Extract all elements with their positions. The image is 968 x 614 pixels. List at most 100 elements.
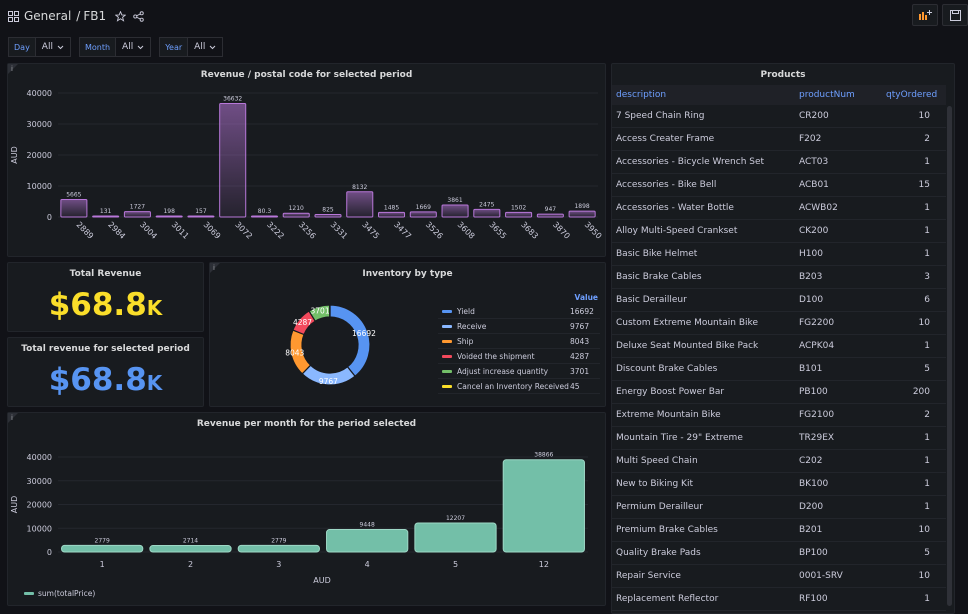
table-row[interactable]: Custom Extreme Mountain Bike FG2200 10 — [612, 312, 946, 335]
table-row[interactable]: Replacement Reflector RF100 1 — [612, 588, 946, 611]
revenue-month-panel[interactable]: i Revenue per month for the period selec… — [7, 412, 606, 606]
legend-item[interactable]: Yield 16692 — [438, 304, 600, 319]
revenue-postal-chart: AUD 0 10000 20000 30000 40000 5665 2889 131 2984 1… — [10, 89, 603, 241]
bar[interactable] — [505, 211, 533, 218]
bar-value-label: 2475 — [479, 201, 494, 208]
legend-item[interactable]: Ship 8043 — [438, 334, 600, 349]
panel-title[interactable]: Inventory by type — [362, 269, 453, 279]
share-icon[interactable] — [133, 10, 144, 22]
table-cell: 15 — [918, 180, 930, 190]
column-header-productnum[interactable]: productNum — [799, 90, 855, 100]
info-icon[interactable]: i — [11, 414, 13, 422]
save-icon[interactable] — [942, 4, 968, 26]
dashboards-grid-icon[interactable] — [8, 10, 19, 22]
bar[interactable] — [326, 529, 409, 553]
panel-title[interactable]: Revenue per month for the period selecte… — [196, 419, 417, 429]
legend-label: Voided the shipment — [457, 351, 535, 361]
table-row[interactable]: Deluxe Seat Mounted Bike Pack ACPK04 1 — [612, 335, 946, 358]
table-row[interactable]: Energy Boost Power Bar PB100 200 — [612, 381, 946, 404]
x-tick-label: 3870 — [551, 220, 572, 241]
y-tick-label: 30000 — [27, 477, 52, 486]
table-row[interactable]: Alloy Multi-Speed Crankset CK200 1 — [612, 220, 946, 243]
bar[interactable] — [378, 211, 406, 218]
table-row[interactable]: Access Creater Frame F202 2 — [612, 128, 946, 151]
revenue-month-chart: AUD 0 10000 20000 30000 40000 2779 1 2714 2 2779 3 9… — [10, 452, 588, 598]
total-revenue-panel[interactable]: Total Revenue $68.8K — [7, 262, 204, 332]
table-cell: F202 — [799, 134, 822, 144]
table-scrollbar[interactable] — [947, 106, 952, 606]
table-row[interactable]: Repair Service 0001-SRV 10 — [612, 565, 946, 588]
table-row[interactable]: 7 Speed Chain Ring CR200 10 — [612, 105, 946, 128]
inventory-panel[interactable]: i Inventory by type 16692 9767 8043 4287 370… — [209, 262, 606, 407]
table-row[interactable]: Accessories - Bicycle Wrench Set ACT03 1 — [612, 151, 946, 174]
variable-select-year[interactable]: All — [188, 37, 224, 57]
bar[interactable] — [92, 215, 120, 218]
x-tick-label: 5 — [453, 560, 458, 569]
panel-title[interactable]: Revenue / postal code for selected perio… — [200, 70, 413, 80]
panel-title[interactable]: Total revenue for selected period — [21, 344, 190, 354]
table-row[interactable]: Accessories - Water Bottle ACWB02 1 — [612, 197, 946, 220]
legend-header[interactable]: Value — [574, 292, 598, 302]
bar[interactable] — [187, 215, 215, 218]
bar[interactable] — [441, 204, 469, 218]
add-panel-button[interactable] — [912, 4, 938, 26]
bar[interactable] — [346, 191, 374, 218]
bar[interactable] — [409, 211, 437, 218]
table-row[interactable]: Basic Bike Helmet H100 1 — [612, 243, 946, 266]
dashboard-title[interactable]: FB1 — [83, 9, 107, 23]
bar[interactable] — [149, 545, 232, 553]
bar[interactable] — [123, 211, 151, 218]
bar[interactable] — [250, 215, 278, 218]
y-tick-label: 10000 — [27, 182, 52, 191]
variable-select-day[interactable]: All — [35, 37, 71, 57]
bar[interactable] — [60, 198, 88, 218]
table-row[interactable]: Basic Derailleur D100 6 — [612, 289, 946, 312]
column-header-description[interactable]: description — [616, 90, 667, 100]
table-row[interactable]: Quality Brake Pads BP100 5 — [612, 542, 946, 565]
products-panel[interactable]: Products description productNum qtyOrder… — [611, 63, 955, 614]
column-header-qtyordered[interactable]: qtyOrdered — [886, 90, 938, 100]
revenue-postal-panel[interactable]: i Revenue / postal code for selected per… — [7, 63, 606, 257]
table-row[interactable]: Extreme Mountain Bike FG2100 2 — [612, 404, 946, 427]
legend-item[interactable]: Adjust increase quantity 3701 — [438, 364, 600, 379]
legend-label[interactable]: sum(totalPrice) — [38, 589, 95, 598]
table-header: description productNum qtyOrdered — [612, 85, 946, 105]
panel-title[interactable]: Total Revenue — [69, 269, 142, 279]
bar[interactable] — [219, 102, 247, 218]
star-icon[interactable] — [115, 10, 127, 22]
breadcrumb-folder[interactable]: General — [24, 9, 72, 23]
bar[interactable] — [282, 212, 310, 218]
donut-slice[interactable] — [329, 304, 371, 378]
bar[interactable] — [473, 208, 501, 218]
table-row[interactable]: Basic Brake Cables B203 3 — [612, 266, 946, 289]
table-cell: Accessories - Water Bottle — [616, 203, 734, 213]
table-row[interactable]: Multi Speed Chain C202 1 — [612, 450, 946, 473]
bar[interactable] — [155, 215, 183, 218]
variable-select-month[interactable]: All — [116, 37, 152, 57]
table-cell: C202 — [799, 456, 823, 466]
table-cell: Extreme Mountain Bike — [616, 410, 721, 420]
info-icon[interactable]: i — [11, 65, 13, 73]
panel-title[interactable]: Products — [760, 70, 806, 80]
info-icon[interactable]: i — [213, 264, 215, 272]
total-revenue-period-panel[interactable]: Total revenue for selected period $68.8K — [7, 337, 204, 407]
bar[interactable] — [536, 213, 564, 218]
bar[interactable] — [314, 213, 342, 218]
table-cell: Multi Speed Chain — [616, 456, 698, 466]
table-row[interactable]: Mountain Tire - 29" Extreme TR29EX 1 — [612, 427, 946, 450]
table-row[interactable]: Premium Brake Cables B201 10 — [612, 519, 946, 542]
panel-corner — [8, 413, 18, 423]
table-row[interactable]: Permium Derailleur D200 1 — [612, 496, 946, 519]
table-row[interactable]: Discount Brake Cables B101 5 — [612, 358, 946, 381]
bar[interactable] — [414, 522, 497, 553]
bar[interactable] — [61, 544, 144, 553]
bar[interactable] — [237, 544, 320, 553]
table-row[interactable]: Accessories - Bike Bell ACB01 15 — [612, 174, 946, 197]
legend-item[interactable]: Voided the shipment 4287 — [438, 349, 600, 364]
legend-item[interactable]: Cancel an Inventory Received 45 — [438, 379, 600, 394]
table-row[interactable]: New to Biking Kit BK100 1 — [612, 473, 946, 496]
bar[interactable] — [568, 210, 596, 218]
legend-item[interactable]: Receive 9767 — [438, 319, 600, 334]
bar[interactable] — [502, 459, 585, 553]
y-tick-label: 40000 — [27, 89, 52, 98]
